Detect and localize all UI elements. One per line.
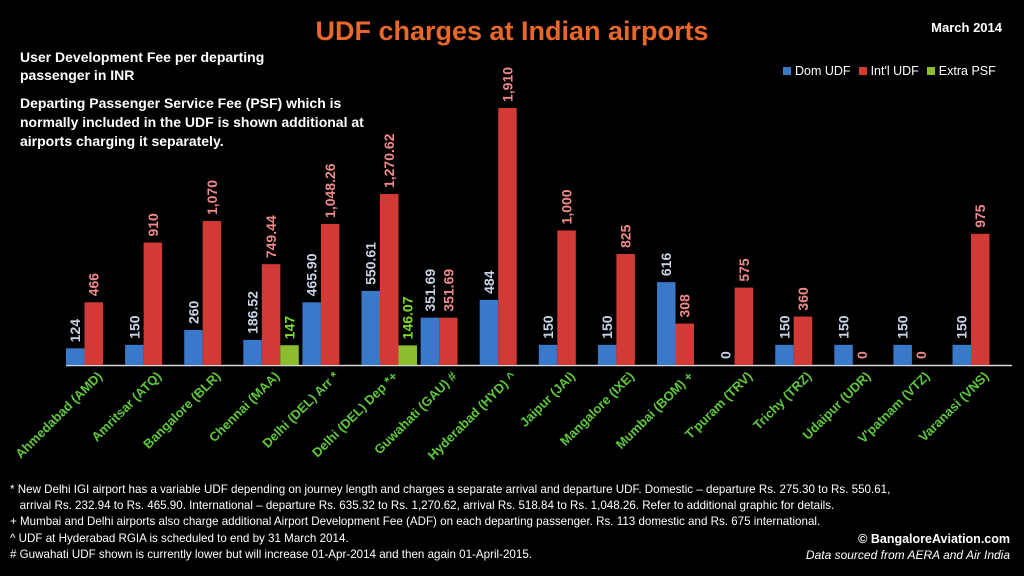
category-label: Ahmedabad (AMD): [12, 369, 105, 462]
data-label-intl: 1,000: [559, 189, 575, 224]
data-label-intl: 1,910: [499, 67, 515, 102]
data-label-intl: 575: [736, 258, 752, 282]
data-label-intl: 0: [913, 351, 929, 359]
data-label-intl: 975: [972, 204, 988, 228]
legend-swatch-extra: [926, 67, 935, 75]
legend-label-dom: Dom UDF: [795, 64, 851, 78]
data-label-dom: 150: [126, 315, 142, 339]
data-label-dom: 124: [67, 319, 83, 343]
bar-dom: [893, 344, 912, 365]
bar-intl: [557, 230, 576, 365]
data-label-dom: 351.69: [422, 269, 438, 312]
bar-dom: [125, 344, 144, 365]
legend-item-intl: Int'l UDF: [858, 64, 919, 78]
bar-dom: [66, 348, 85, 365]
bar-dom: [657, 282, 676, 365]
data-label-dom: 150: [895, 315, 911, 339]
bar-dom: [597, 344, 617, 365]
legend-item-extra: Extra PSF: [926, 64, 996, 78]
bar-dom: [952, 344, 971, 365]
data-label-intl: 351.69: [440, 269, 456, 312]
chart-date: March 2014: [931, 20, 1002, 35]
category-label: Jaipur (JAI): [517, 369, 578, 430]
bar-intl: [971, 233, 990, 365]
footnote-delhi-1: * New Delhi IGI airport has a variable U…: [10, 483, 891, 496]
bar-dom: [538, 344, 558, 365]
data-label-intl: 910: [145, 213, 161, 237]
bar-intl: [675, 323, 694, 365]
bar-intl: [616, 253, 635, 365]
legend-label-intl: Int'l UDF: [870, 64, 919, 78]
bar-extra: [398, 345, 417, 365]
data-label-intl: 749.44: [263, 215, 279, 258]
footnotes: * New Delhi IGI airport has a variable U…: [10, 482, 1016, 563]
data-label-dom: 484: [481, 270, 497, 294]
legend-label-extra: Extra PSF: [938, 64, 996, 78]
bar-extra: [280, 345, 299, 365]
bar-intl: [261, 264, 281, 365]
data-label-intl: 360: [795, 287, 811, 311]
data-label-intl: 466: [86, 273, 102, 297]
bar-intl: [793, 316, 813, 365]
bar-dom: [479, 299, 499, 365]
bar-dom: [775, 344, 794, 365]
bar-dom: [420, 317, 440, 365]
bar-intl: [143, 242, 163, 365]
data-label-intl: 825: [618, 224, 634, 248]
legend-swatch-dom: [783, 67, 791, 75]
legend-item-dom: Dom UDF: [783, 64, 851, 78]
data-label-intl: 1,048.26: [322, 163, 338, 218]
bar-dom: [243, 339, 262, 365]
legend-swatch-intl: [858, 67, 867, 75]
chart-description: User Development Fee per departing passe…: [20, 49, 265, 83]
bar-dom: [834, 344, 853, 365]
chart-title: UDF charges at Indian airports: [315, 16, 709, 46]
data-label-intl: 308: [677, 294, 693, 318]
bar-dom: [361, 290, 380, 365]
data-label-dom: 150: [954, 315, 970, 339]
data-label-dom: 150: [836, 315, 852, 339]
psf-description: Departing Passenger Service Fee (PSF) wh…: [20, 95, 364, 149]
bar-intl: [202, 221, 222, 365]
bar-intl: [439, 317, 458, 365]
data-label-dom: 186.52: [245, 291, 261, 334]
data-label-dom: 260: [185, 300, 201, 324]
data-label-extra: 146.07: [400, 296, 416, 339]
data-label-extra: 147: [282, 316, 298, 340]
data-label-dom: 150: [599, 315, 615, 339]
data-label-intl: 0: [854, 351, 870, 359]
legend: Dom UDF Int'l UDF Extra PSF: [783, 64, 996, 78]
bar-intl: [380, 194, 399, 365]
footnote-hyderabad: ^ UDF at Hyderabad RGIA is scheduled to …: [10, 531, 349, 545]
data-label-dom: 0: [717, 351, 733, 359]
footnote-delhi-2: arrival Rs. 232.94 to Rs. 465.90. Intern…: [10, 499, 835, 513]
data-source: Data sourced from AERA and Air India: [805, 548, 1010, 562]
data-label-dom: 616: [658, 253, 674, 277]
bar-dom: [302, 302, 321, 365]
data-label-intl: 1,070: [204, 180, 220, 215]
data-label-dom: 550.61: [363, 242, 379, 285]
bar-intl: [498, 108, 517, 365]
footnote-guwahati: # Guwahati UDF shown is currently lower …: [10, 547, 532, 561]
bar-intl: [734, 287, 754, 365]
category-label: Trichy (TRZ): [750, 369, 814, 433]
footnote-adf: + Mumbai and Delhi airports also charge …: [10, 515, 821, 529]
bar-intl: [320, 223, 340, 365]
bar-dom: [184, 330, 203, 365]
credit: © BangaloreAviation.com: [858, 532, 1010, 546]
data-label-dom: 150: [776, 315, 792, 339]
data-label-intl: 1,270.62: [381, 133, 397, 188]
bar-intl: [84, 302, 103, 365]
data-label-dom: 465.90: [304, 253, 320, 296]
data-label-dom: 150: [540, 315, 556, 339]
